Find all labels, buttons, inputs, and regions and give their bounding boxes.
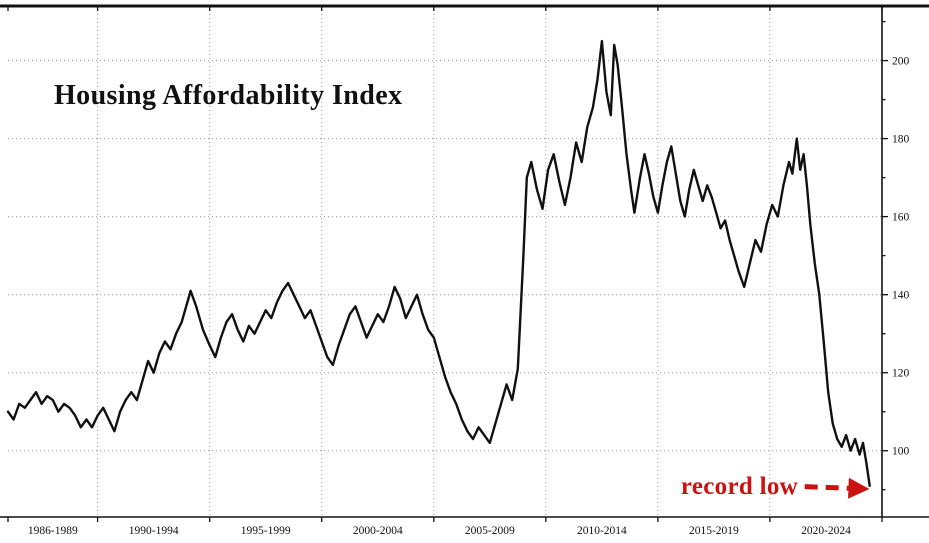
series-line [6,39,871,487]
x-tick-label: 2010-2014 [577,525,627,537]
x-tick-label: 2000-2004 [353,525,403,537]
y-tick-label: 200 [892,56,910,68]
y-tick-label: 140 [892,290,910,302]
record-low-annotation: record low [680,473,798,500]
record-low-arrow [804,477,870,499]
x-tick-label: 2020-2024 [801,525,851,537]
x-tick-label: 2005-2009 [465,525,515,537]
x-tick-label: 1990-1994 [129,525,179,537]
y-tick-label: 120 [892,368,910,380]
y-tick-label: 160 [892,212,910,224]
x-tick-label: 1986-1989 [28,525,78,537]
x-tick-label: 2015-2019 [689,525,739,537]
y-tick-label: 100 [892,446,910,458]
y-tick-label: 180 [892,134,910,146]
x-tick-label: 1995-1999 [241,525,291,537]
chart-title: Housing Affordability Index [54,80,403,111]
